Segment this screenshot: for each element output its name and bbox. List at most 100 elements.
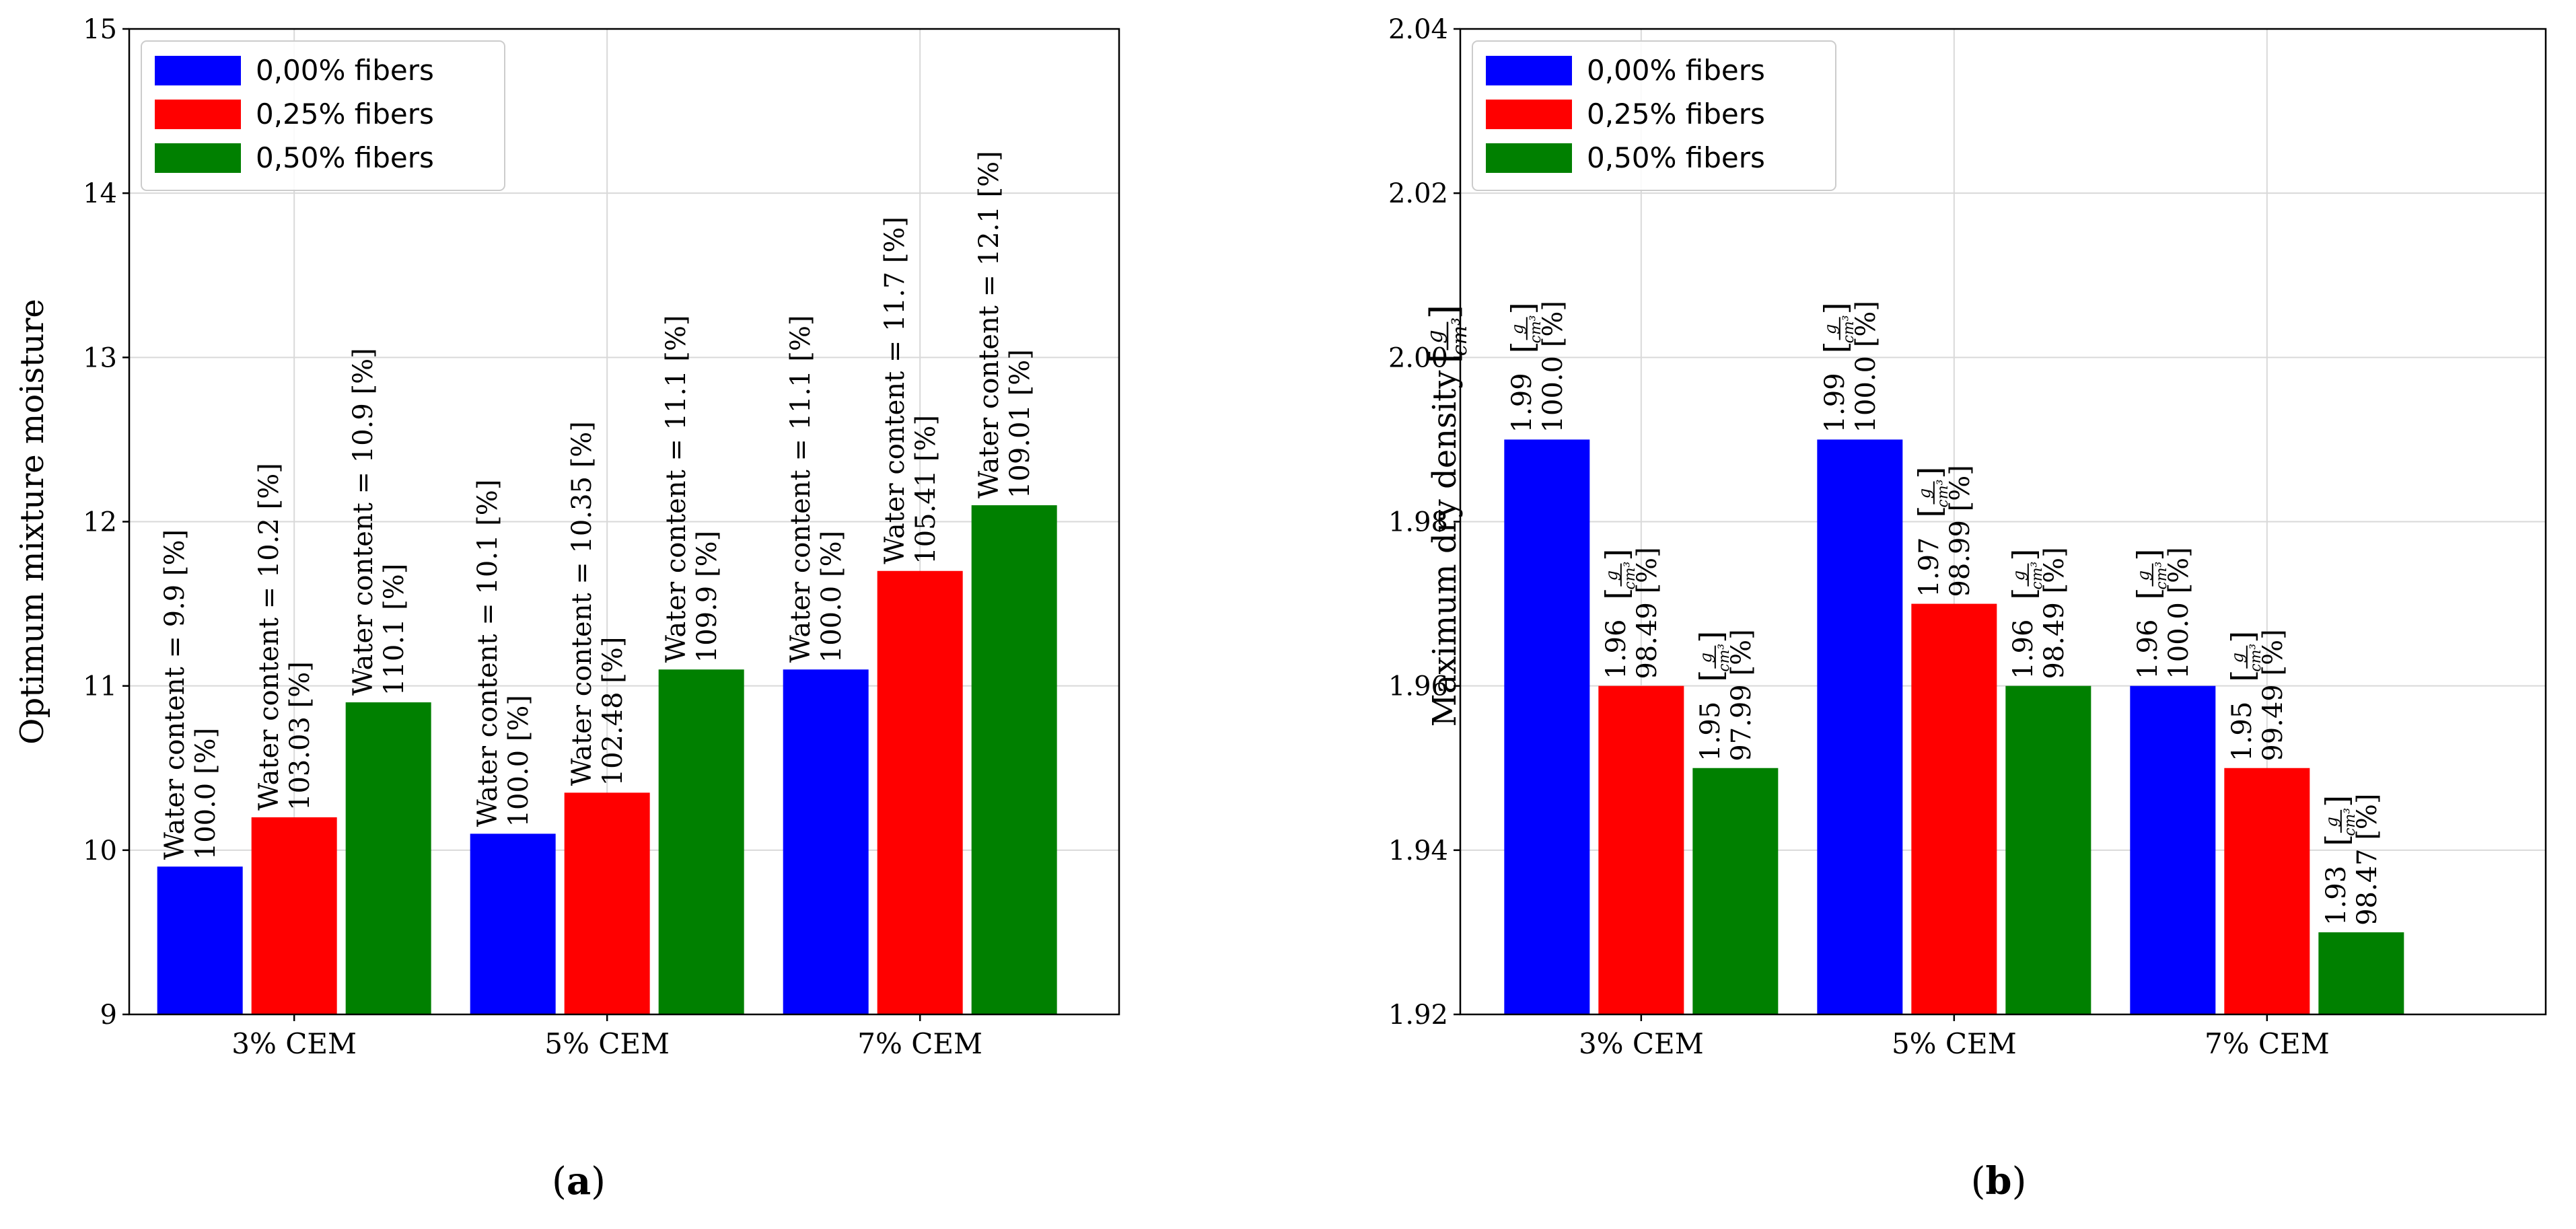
bar-value-label: Water content = 11.1 [%]109.9 [%]	[661, 315, 723, 663]
unit-numerator: g	[2228, 653, 2247, 663]
bar-0-0	[157, 866, 243, 1014]
bracket-close: ]	[1818, 302, 1854, 314]
legend-swatch-1	[1486, 100, 1572, 129]
bar-value-label: Water content = 10.1 [%]100.0 [%]	[472, 480, 534, 827]
bar-0-0	[1504, 439, 1590, 1014]
percent-unit: [%]	[1538, 301, 1569, 356]
unit-numerator: g	[1915, 488, 1934, 498]
unit-denominator: cm³	[2342, 808, 2359, 836]
label-suffix: [%]	[159, 529, 190, 585]
label-prefix: Water content =	[254, 578, 285, 811]
bar-0-2	[2130, 685, 2216, 1014]
bar-value-text: Water content = 9.9 [%]	[159, 529, 190, 860]
percent-unit: [%]	[285, 661, 316, 716]
percent-unit: [%]	[190, 728, 221, 783]
bar-value-label: 1.97[g cm³]98.99 [%]	[1912, 465, 1976, 597]
bar-value: 9.9	[159, 585, 190, 628]
y-axis-label: Maximum dry density	[1426, 371, 1464, 727]
y-tick-label: 11	[83, 671, 117, 702]
bar-relative: 100.0	[503, 750, 534, 827]
label-prefix: Water content =	[348, 463, 379, 696]
bar-value-label: 1.96[g cm³]98.49 [%]	[2006, 547, 2070, 679]
label-suffix: [%]	[254, 463, 285, 518]
bracket-open: [	[2131, 588, 2167, 600]
bar-relative: 109.9	[692, 586, 723, 663]
density-unit: [g cm³]	[1505, 302, 1544, 353]
bar-0-1	[1817, 439, 1903, 1014]
bar-relative-text: 103.03 [%]	[285, 661, 316, 811]
percent-unit: [%]	[598, 636, 629, 692]
y-tick-label: 10	[83, 835, 117, 866]
legend-swatch-2	[1486, 143, 1572, 173]
bar-relative: 100.0	[2163, 602, 2194, 679]
panel-b-chart: 1.99[g cm³]100.0 [%]1.96[g cm³]98.49 [%]1.…	[1388, 14, 2547, 1203]
unit-numerator: g	[2009, 570, 2028, 581]
y-axis-label: Optimum mixture moisture	[13, 299, 51, 745]
bar-value: 12.1	[974, 206, 1005, 266]
bar-relative: 98.47	[2352, 848, 2383, 926]
bar-2-0	[1692, 768, 1779, 1014]
unit-denominator: cm³	[1622, 562, 1639, 590]
bar-2-1	[658, 669, 744, 1014]
bar-relative-text: 102.48 [%]	[598, 636, 629, 786]
bracket-open: [	[1818, 341, 1854, 353]
bar-relative: 98.99	[1945, 520, 1976, 597]
panel-label: (b)	[1971, 1159, 2027, 1203]
y-tick-label: 12	[83, 507, 117, 538]
label-prefix: Water content =	[661, 430, 692, 663]
bracket-close: ]	[2319, 795, 2355, 807]
bar-value-text: 1.99	[1820, 373, 1851, 433]
bar-relative-text: 97.99 [%]	[1726, 629, 1757, 761]
legend-label-1: 0,25% fibers	[1587, 98, 1765, 131]
bar-relative: 109.01	[1005, 404, 1036, 498]
label-prefix: Water content =	[567, 554, 598, 786]
density-unit: [g cm³]	[1912, 467, 1952, 518]
legend-label-0: 0,00% fibers	[1587, 54, 1765, 87]
label-suffix: [%]	[974, 151, 1005, 206]
bar-value: 11.7	[880, 272, 910, 332]
bar-1-2	[877, 570, 963, 1014]
bar-relative: 103.03	[285, 716, 316, 811]
bar-value: 10.9	[348, 403, 379, 463]
bar-relative: 100.0	[816, 586, 847, 663]
bar-value-text: Water content = 11.1 [%]	[661, 315, 692, 663]
bar-relative: 99.49	[2258, 684, 2289, 761]
bracket-close: ]	[2225, 631, 2261, 643]
bar-value-label: 1.99[g cm³]100.0 [%]	[1818, 301, 1882, 433]
bar-relative-text: 98.49 [%]	[2039, 547, 2070, 679]
unit-denominator: cm³	[1935, 480, 1952, 508]
bar-relative: 100.0	[1851, 356, 1882, 433]
bar-1-0	[1598, 685, 1684, 1014]
bar-value-label: Water content = 10.35 [%]102.48 [%]	[567, 421, 629, 786]
bar-relative-text: 100.0 [%]	[503, 695, 534, 827]
bar-relative-text: 100.0 [%]	[190, 728, 221, 860]
bracket-open: [	[1599, 588, 1635, 600]
label-prefix: Water content =	[880, 332, 910, 564]
bracket-open: [	[2319, 834, 2355, 846]
legend-swatch-0	[1486, 56, 1572, 85]
unit-denominator: cm³	[2029, 562, 2046, 590]
legend-label-2: 0,50% fibers	[256, 141, 434, 174]
bar-value-label: 1.95[g cm³]99.49 [%]	[2225, 629, 2289, 761]
percent-unit: [%]	[2039, 547, 2070, 602]
bar-0-2	[783, 669, 869, 1014]
bar-value-label: Water content = 11.7 [%]105.41 [%]	[880, 217, 941, 564]
label-suffix: [%]	[567, 421, 598, 476]
bar-value-text: 1.99	[1507, 373, 1538, 433]
y-tick-label: 1.96	[1388, 671, 1448, 702]
bar-value-text: Water content = 10.1 [%]	[472, 480, 503, 827]
y-tick-label: 9	[100, 1000, 117, 1031]
bar-value-label: 1.99[g cm³]100.0 [%]	[1505, 301, 1569, 433]
bar-value: 11.1	[785, 370, 816, 430]
x-tick-label: 7% CEM	[2205, 1027, 2330, 1060]
bar-relative: 102.48	[598, 692, 629, 786]
bar-relative: 98.49	[2039, 602, 2070, 679]
x-tick-label: 5% CEM	[1892, 1027, 2017, 1060]
y-axis-label-group: Optimum mixture moisture	[13, 299, 51, 745]
bracket-open: [	[1505, 341, 1541, 353]
bar-relative: 110.1	[379, 619, 410, 696]
percent-unit: [%]	[1851, 301, 1882, 356]
bar-2-2	[971, 505, 1057, 1014]
unit-denominator: cm³	[1448, 318, 1472, 356]
